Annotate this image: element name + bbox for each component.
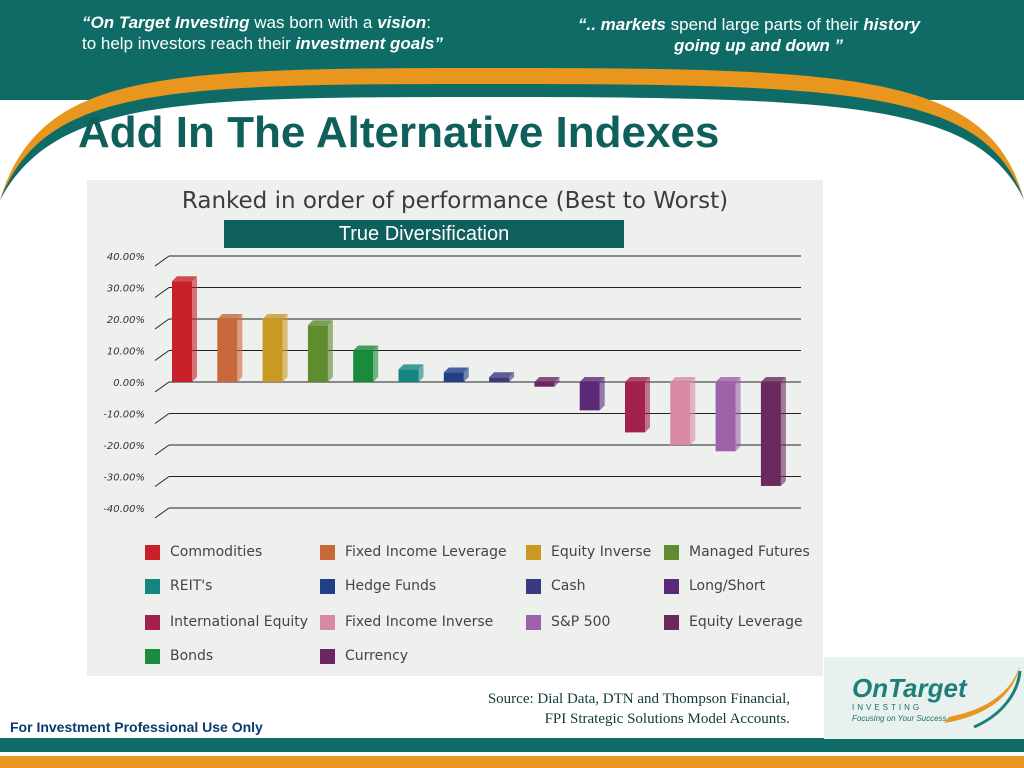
legend-item: REIT's xyxy=(145,578,212,600)
chart-title: Ranked in order of performance (Best to … xyxy=(181,188,729,214)
source-line-1: Source: Dial Data, DTN and Thompson Fina… xyxy=(487,691,790,707)
ontarget-logo: OnTarget INVESTING Focusing on Your Succ… xyxy=(824,657,1024,739)
gridline-corner xyxy=(154,381,170,393)
gridline-corner xyxy=(154,350,170,361)
source-line-2: FPI Strategic Solutions Model Accounts. xyxy=(544,711,790,727)
legend-swatch xyxy=(320,614,335,630)
y-tick-label: 40.00% xyxy=(107,252,145,263)
legend-swatch xyxy=(664,614,679,630)
legend-swatch xyxy=(320,544,335,560)
legend-item: Long/Short xyxy=(664,578,765,600)
bar xyxy=(172,276,197,382)
y-tick-label: -30.00% xyxy=(103,473,145,484)
bar-chart: 40.00% 30.00% 20.00% 10.00% 0.00% -10.00% -20.… xyxy=(103,252,801,519)
y-tick-label: -20.00% xyxy=(103,441,145,452)
bar xyxy=(262,314,288,382)
legend-label: Equity Leverage xyxy=(689,614,803,630)
legend-label: Fixed Income Inverse xyxy=(345,614,494,630)
legend-item: Cash xyxy=(526,578,586,600)
legend-swatch xyxy=(145,614,160,630)
bar xyxy=(217,314,243,382)
legend-swatch xyxy=(526,614,541,630)
gridline-corner xyxy=(154,476,170,487)
legend-swatch xyxy=(320,578,335,594)
legend-item: Currency xyxy=(320,648,408,670)
bar xyxy=(489,372,515,382)
legend-item: Commodities xyxy=(145,544,262,566)
legend-swatch xyxy=(145,578,160,594)
source-note: Source: Dial Data, DTN and Thompson Fina… xyxy=(420,689,790,729)
footer-bar xyxy=(0,738,1024,768)
logo-tagline: Focusing on Your Success xyxy=(852,714,947,723)
legend-swatch xyxy=(526,578,541,594)
bar xyxy=(670,377,696,445)
footer-disclaimer: For Investment Professional Use Only xyxy=(10,719,263,735)
y-tick-label: 20.00% xyxy=(107,315,145,326)
legend-label: Bonds xyxy=(170,648,214,664)
page-title: Add In The Alternative Indexes xyxy=(78,108,720,157)
legend-swatch xyxy=(664,578,679,594)
legend-item: Managed Futures xyxy=(664,544,810,566)
bar xyxy=(715,377,741,452)
true-diversification-banner: True Diversification xyxy=(224,220,624,248)
legend-item: Equity Leverage xyxy=(664,614,803,636)
y-tick-label: -10.00% xyxy=(103,410,145,421)
logo-text: OnTarget xyxy=(852,673,967,703)
gridline-corner xyxy=(154,444,170,456)
gridline-corner xyxy=(154,287,170,298)
header-arc xyxy=(0,68,1024,200)
legend-label: Cash xyxy=(551,578,586,594)
legend-swatch xyxy=(320,648,335,664)
legend-label: Currency xyxy=(345,648,409,664)
legend-label: Commodities xyxy=(170,544,263,560)
legend-label: Fixed Income Leverage xyxy=(345,544,507,560)
legend-item: International Equity xyxy=(145,614,308,636)
legend-swatch xyxy=(145,544,160,560)
legend-swatch xyxy=(145,648,160,664)
legend-item: Fixed Income Inverse xyxy=(320,614,493,636)
legend-label: Hedge Funds xyxy=(345,578,437,594)
legend-label: Long/Short xyxy=(689,578,766,594)
bar xyxy=(307,320,333,382)
logo-subtext: INVESTING xyxy=(852,703,923,712)
header-quote-left: “On Target Investing was born with a vis… xyxy=(82,13,443,53)
legend-item: Equity Inverse xyxy=(526,544,651,566)
legend-label: International Equity xyxy=(170,614,309,630)
logo-swoosh-icon xyxy=(944,665,1022,729)
legend-label: Managed Futures xyxy=(689,544,810,560)
bar xyxy=(534,377,560,387)
chart-panel: Ranked in order of performance (Best to … xyxy=(87,180,823,676)
bar xyxy=(398,364,424,382)
y-tick-label: 10.00% xyxy=(107,347,145,358)
legend-label: S&P 500 xyxy=(551,614,611,630)
y-tick-label: 30.00% xyxy=(107,284,145,295)
legend-swatch xyxy=(526,544,541,560)
bar xyxy=(625,377,650,433)
legend-item: S&P 500 xyxy=(526,614,610,636)
legend-item: Bonds xyxy=(145,648,213,670)
gridline-corner xyxy=(154,413,170,424)
bar xyxy=(353,345,379,382)
bar xyxy=(443,367,469,382)
legend-label: Equity Inverse xyxy=(551,544,652,560)
legend-label: REIT's xyxy=(170,578,213,594)
y-tick-label: 0.00% xyxy=(113,378,145,389)
legend-item: Hedge Funds xyxy=(320,578,436,600)
gridline-corner xyxy=(154,318,170,330)
gridline-corner xyxy=(154,507,170,519)
bar xyxy=(760,377,786,486)
bar xyxy=(579,377,605,411)
y-tick-label: -40.00% xyxy=(103,504,145,515)
header-quote-right: “.. markets spend large parts of their h… xyxy=(578,15,921,55)
legend-item: Fixed Income Leverage xyxy=(320,544,507,566)
gridline-corner xyxy=(154,255,170,267)
legend-swatch xyxy=(664,544,679,560)
